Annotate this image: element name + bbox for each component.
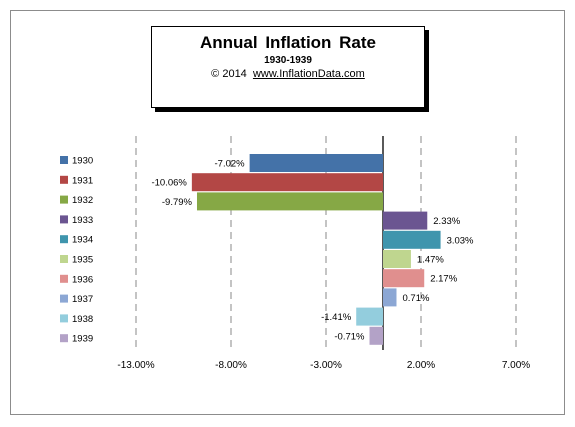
data-label: 1.47%	[417, 255, 444, 266]
legend-label: 1936	[72, 274, 93, 285]
chart-subtitle: 1930-1939	[264, 55, 312, 66]
data-label: -1.41%	[321, 312, 352, 323]
legend-swatch	[60, 274, 68, 283]
legend-label: 1939	[72, 334, 93, 345]
bar-1931	[191, 173, 383, 192]
title-box: Annual Inflation Rate 1930-1939 © 2014 w…	[151, 26, 425, 108]
legend-swatch	[60, 334, 68, 343]
legend-label: 1935	[72, 255, 93, 266]
legend-swatch	[60, 255, 68, 263]
bar-1932	[196, 192, 383, 211]
legend-swatch	[60, 215, 68, 224]
bar-1938	[356, 307, 383, 326]
data-label: -9.79%	[162, 197, 193, 208]
data-label: -0.71%	[334, 331, 365, 342]
legend-label: 1932	[72, 195, 93, 206]
legend-label: 1931	[72, 175, 93, 186]
data-label: 2.17%	[430, 274, 457, 285]
legend-label: 1938	[72, 314, 93, 325]
bar-1937	[383, 288, 397, 307]
x-tick-label: 7.00%	[502, 360, 530, 371]
bar-1930	[249, 154, 383, 172]
x-tick-label: -8.00%	[215, 360, 247, 371]
chart-title: Annual Inflation Rate	[200, 33, 376, 52]
bar-1936	[383, 269, 425, 288]
copyright-text: © 2014	[211, 68, 247, 80]
chart-source: © 2014 www.InflationData.com	[152, 68, 424, 80]
bar-1935	[383, 250, 411, 268]
x-tick-label: -3.00%	[310, 360, 342, 371]
legend-label: 1937	[72, 294, 93, 305]
legend-label: 1933	[72, 215, 93, 226]
data-label: 0.71%	[402, 293, 429, 304]
bar-1934	[383, 230, 441, 249]
legend-swatch	[60, 175, 68, 184]
x-tick-label: 2.00%	[407, 360, 435, 371]
x-tick-label: -13.00%	[117, 360, 154, 371]
legend-swatch	[60, 235, 68, 244]
legend-swatch	[60, 195, 68, 204]
data-label: -10.06%	[151, 178, 187, 189]
legend-label: 1934	[72, 235, 93, 246]
bar-1939	[369, 326, 383, 345]
bar-1933	[383, 211, 428, 230]
source-url: www.InflationData.com	[252, 68, 365, 80]
data-label: -7.02%	[215, 159, 246, 170]
legend-swatch	[60, 156, 68, 164]
legend-swatch	[60, 294, 68, 303]
data-label: 2.33%	[433, 216, 460, 227]
legend-swatch	[60, 314, 68, 323]
data-label: 3.03%	[447, 235, 474, 246]
legend-label: 1930	[72, 156, 93, 167]
